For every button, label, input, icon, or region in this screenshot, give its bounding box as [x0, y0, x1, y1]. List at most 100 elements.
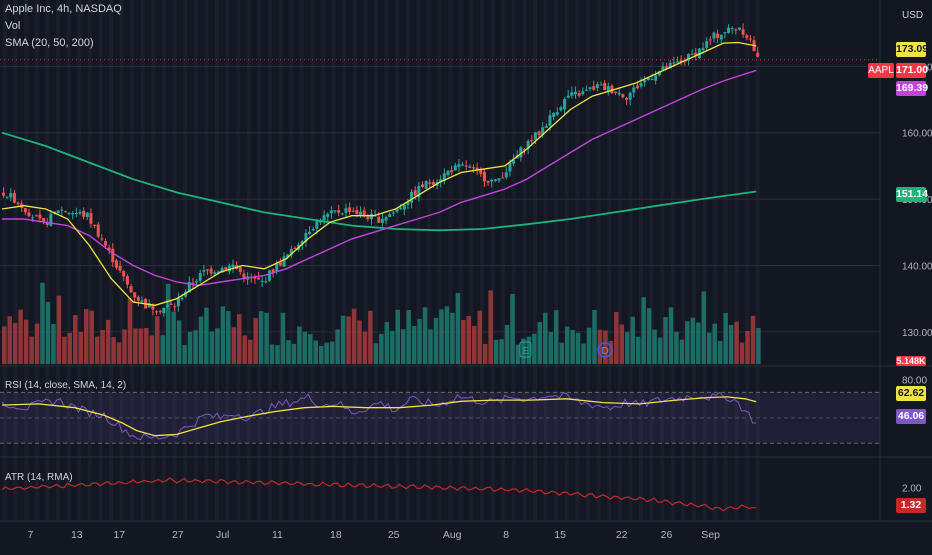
- candle-body: [701, 48, 705, 51]
- candle-body: [537, 131, 541, 135]
- candle-body: [431, 181, 435, 185]
- session-stripe: [310, 0, 315, 520]
- vol-legend[interactable]: Vol: [5, 20, 21, 32]
- rsi-tag: 46.06: [896, 409, 926, 424]
- candle-body: [333, 210, 337, 212]
- volume-bar: [712, 323, 717, 364]
- session-stripe: [681, 0, 686, 520]
- candle-body: [351, 210, 355, 212]
- candle-body: [719, 34, 723, 40]
- candle-body: [93, 224, 97, 226]
- candle-body: [176, 298, 180, 307]
- candle-body: [479, 168, 483, 174]
- volume-bar: [537, 322, 543, 364]
- volume-bar: [630, 316, 635, 364]
- candle-body: [74, 213, 78, 215]
- candle-body: [646, 77, 650, 81]
- volume-bar: [165, 283, 171, 364]
- session-stripe: [193, 0, 198, 520]
- rsi-ma-line: [1, 396, 757, 437]
- volume-bar: [570, 329, 575, 364]
- volume-bar: [133, 328, 138, 364]
- candle-body: [661, 66, 665, 71]
- candle-body: [399, 207, 403, 210]
- candle-body: [104, 241, 108, 246]
- volume-bar: [100, 329, 105, 364]
- session-stripe: [268, 0, 272, 520]
- candle-body: [555, 112, 559, 115]
- candle-body: [676, 61, 680, 63]
- candle-body: [173, 306, 177, 308]
- volume-bar: [34, 323, 40, 364]
- candle-body: [599, 84, 603, 86]
- candle-body: [198, 272, 202, 281]
- candle-body: [468, 166, 472, 168]
- last-price-tag: 171.00: [896, 63, 929, 78]
- session-stripe: [140, 0, 145, 520]
- candle-body: [369, 213, 373, 220]
- candle-body: [286, 254, 290, 258]
- session-stripe: [24, 0, 29, 520]
- session-stripe: [3, 0, 7, 520]
- volume-bar: [171, 311, 176, 364]
- volume-bar: [592, 309, 597, 364]
- candle-body: [107, 247, 111, 250]
- candle-body: [501, 177, 505, 179]
- candle-body: [100, 238, 104, 240]
- volume-bar: [291, 343, 297, 364]
- candle-body: [519, 147, 523, 158]
- volume-bar: [198, 316, 204, 364]
- candle-body: [49, 213, 53, 226]
- candle-body: [23, 208, 27, 213]
- candle-body: [155, 311, 159, 313]
- candle-body: [446, 170, 450, 176]
- candle-body: [450, 170, 454, 173]
- candle-body: [114, 260, 118, 268]
- session-stripe: [522, 0, 527, 520]
- candle-body: [748, 38, 752, 40]
- rsi-legend[interactable]: RSI (14, close, SMA, 14, 2): [5, 380, 127, 391]
- volume-bar: [286, 340, 291, 364]
- volume-bar: [575, 332, 581, 364]
- candle-body: [493, 179, 497, 181]
- volume-bar: [679, 339, 685, 364]
- volume-bar: [209, 331, 215, 364]
- volume-bar: [756, 328, 761, 364]
- session-stripe: [469, 0, 474, 520]
- session-stripe: [734, 0, 739, 520]
- volume-bar: [614, 311, 619, 364]
- candle-body: [391, 212, 395, 214]
- volume-bar: [450, 312, 455, 364]
- session-stripe: [490, 0, 495, 520]
- sma-legend[interactable]: SMA (20, 50, 200): [5, 37, 94, 49]
- volume-bar: [586, 327, 592, 364]
- volume-bar: [521, 338, 526, 364]
- candle-body: [420, 184, 424, 188]
- candle-body: [337, 210, 341, 213]
- volume-bar: [466, 315, 472, 364]
- candle-body: [140, 300, 144, 302]
- candle-body: [85, 212, 89, 217]
- candle-body: [559, 107, 563, 111]
- session-stripe: [56, 0, 60, 520]
- volume-bar: [488, 290, 493, 364]
- candle-body: [533, 132, 537, 140]
- session-stripe: [702, 0, 707, 520]
- volume-bar: [302, 331, 308, 364]
- volume-bar: [144, 327, 149, 364]
- volume-bar: [543, 312, 548, 364]
- session-stripe: [236, 0, 241, 520]
- candle-body: [523, 149, 527, 151]
- candle-body: [486, 180, 490, 183]
- volume-bar: [73, 315, 78, 364]
- candle-body: [457, 164, 461, 167]
- atr-legend[interactable]: ATR (14, RMA): [5, 472, 73, 483]
- volume-bar: [657, 337, 663, 364]
- volume-bar: [127, 298, 133, 364]
- candle-body: [5, 196, 9, 198]
- candle-body: [16, 202, 20, 204]
- session-stripe: [87, 0, 92, 520]
- candle-body: [42, 218, 46, 223]
